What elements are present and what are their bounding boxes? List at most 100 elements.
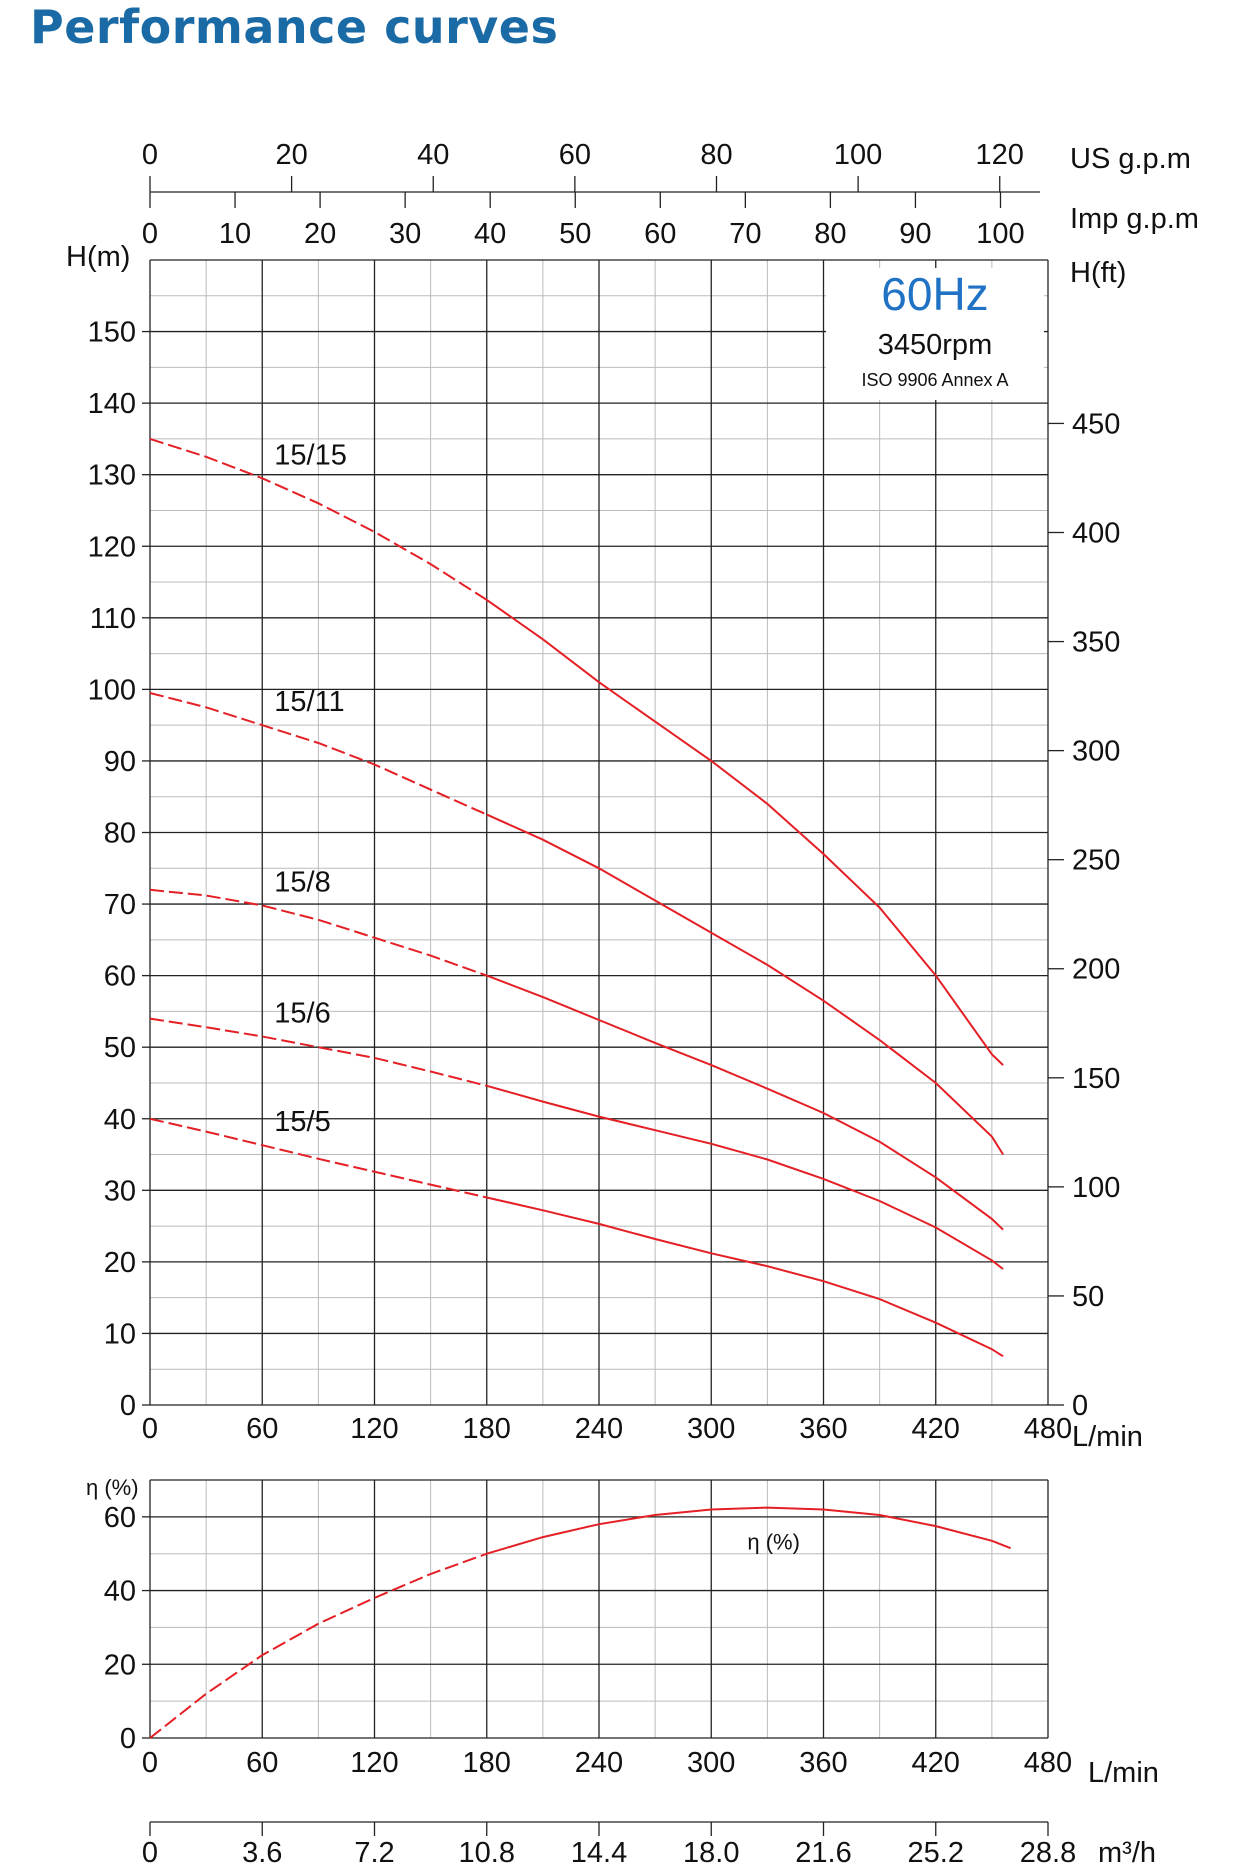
y-tick-label: 120 [88, 531, 136, 563]
y-tick-label: 60 [104, 1502, 136, 1534]
y-tick-label: 40 [104, 1104, 136, 1136]
y-right-tick-label: 150 [1072, 1063, 1120, 1095]
info-box [826, 268, 1044, 400]
x-tick-label: 240 [575, 1413, 623, 1445]
y-tick-label: 150 [88, 317, 136, 349]
m3h-tick-label: 18.0 [683, 1837, 739, 1869]
usgpm-tick-label: 0 [142, 139, 158, 171]
impgpm-tick-label: 30 [389, 218, 421, 250]
x-tick-label: 360 [799, 1747, 847, 1779]
series-label: 15/11 [274, 686, 344, 718]
impgpm-axis-label: Imp g.p.m [1070, 203, 1199, 235]
series-15-6-line [486, 1084, 1004, 1270]
y-tick-label: 30 [104, 1175, 136, 1207]
y-axis-label-right: H(ft) [1070, 257, 1126, 289]
series-label: 15/8 [274, 866, 330, 898]
x-tick-label: 300 [687, 1413, 735, 1445]
x-tick-label: 180 [463, 1747, 511, 1779]
series-label: 15/6 [274, 997, 330, 1029]
usgpm-tick-label: 100 [834, 139, 882, 171]
x-tick-label: 240 [575, 1747, 623, 1779]
series-15-6-dashed [149, 1017, 488, 1087]
x-tick-label: 480 [1024, 1747, 1072, 1779]
y-right-tick-label: 350 [1072, 627, 1120, 659]
m3h-axis-label: m³/h [1098, 1837, 1156, 1869]
y-tick-label: 140 [88, 388, 136, 420]
x-tick-label: 180 [463, 1413, 511, 1445]
y-tick-label: 20 [104, 1247, 136, 1279]
x-tick-label: 0 [142, 1413, 158, 1445]
usgpm-tick-label: 40 [417, 139, 449, 171]
m3h-tick-label: 3.6 [242, 1837, 282, 1869]
y-tick-label: 110 [90, 603, 136, 635]
y-tick-label: 0 [120, 1723, 136, 1755]
y-right-tick-label: 400 [1072, 517, 1120, 549]
y-right-tick-label: 0 [1072, 1390, 1088, 1422]
y-tick-label: 0 [120, 1390, 136, 1422]
x-tick-label: 420 [912, 1413, 960, 1445]
series-label: 15/5 [274, 1106, 330, 1138]
y-tick-label: 130 [88, 460, 136, 492]
m3h-tick-label: 21.6 [795, 1837, 851, 1869]
x-tick-label: 120 [350, 1413, 398, 1445]
impgpm-tick-label: 50 [559, 218, 591, 250]
series-15-5-dashed [149, 1117, 488, 1199]
m3h-tick-label: 7.2 [354, 1837, 394, 1869]
series-15-11-dashed [149, 692, 488, 816]
x-axis-unit-label: L/min [1072, 1421, 1143, 1453]
series-15-8-dashed [149, 888, 488, 977]
impgpm-tick-label: 0 [142, 218, 158, 250]
impgpm-tick-label: 20 [304, 218, 336, 250]
m3h-tick-label: 10.8 [459, 1837, 515, 1869]
efficiency-axis-label: η (%) [86, 1475, 139, 1500]
impgpm-tick-label: 100 [976, 218, 1024, 250]
x-tick-label: 300 [687, 1747, 735, 1779]
series-15-15-dashed [149, 437, 488, 601]
x-tick-label: 0 [142, 1747, 158, 1779]
series-15-11-line [486, 813, 1004, 1156]
y-right-tick-label: 250 [1072, 845, 1120, 877]
top-flow-axes: 0 20 40 60 80 100 120 US g.p.m 0 10 20 30 40 50 60 70 80… [142, 139, 1199, 250]
series-15-8-line [486, 974, 1004, 1231]
y-tick-label: 100 [88, 674, 136, 706]
x-tick-label: 360 [799, 1413, 847, 1445]
y-tick-label: 20 [104, 1649, 136, 1681]
efficiency-curve-label: η (%) [747, 1530, 800, 1555]
impgpm-tick-label: 40 [474, 218, 506, 250]
impgpm-tick-label: 70 [729, 218, 761, 250]
y-tick-label: 50 [104, 1032, 136, 1064]
m3h-axis: 0 3.6 7.2 10.8 14.4 18.0 21.6 25.2 28.8 m³/h [142, 1821, 1156, 1869]
y-tick-label: 10 [104, 1318, 136, 1350]
standard-label: ISO 9906 Annex A [861, 370, 1008, 390]
usgpm-tick-label: 20 [275, 139, 307, 171]
x-tick-label: 60 [246, 1747, 278, 1779]
y-tick-label: 60 [104, 961, 136, 993]
head-plot: 60Hz 3450rpm ISO 9906 Annex A 0 10 20 30 40 50 60… [66, 241, 1143, 1453]
m3h-tick-label: 28.8 [1020, 1837, 1076, 1869]
y-right-tick-label: 100 [1072, 1172, 1120, 1204]
y-axis-label-left: H(m) [66, 241, 130, 273]
y-tick-label: 70 [104, 889, 136, 921]
y-right-tick-label: 200 [1072, 954, 1120, 986]
x-axis-unit-label: L/min [1088, 1757, 1159, 1789]
impgpm-tick-label: 90 [899, 218, 931, 250]
series-label: 15/15 [274, 439, 347, 471]
series-15-5-line [486, 1196, 1004, 1358]
m3h-tick-label: 14.4 [571, 1837, 627, 1869]
y-right-tick-label: 450 [1072, 408, 1120, 440]
usgpm-tick-label: 80 [700, 139, 732, 171]
head-curves: 15/15 15/11 15/8 15/6 15/5 [149, 437, 1004, 1358]
frequency-label: 60Hz [881, 268, 988, 320]
x-tick-label: 60 [246, 1413, 278, 1445]
y-tick-label: 90 [104, 746, 136, 778]
impgpm-tick-label: 60 [644, 218, 676, 250]
x-tick-label: 420 [912, 1747, 960, 1779]
page-title: Performance curves [30, 0, 559, 54]
m3h-tick-label: 25.2 [908, 1837, 964, 1869]
usgpm-axis-label: US g.p.m [1070, 143, 1191, 175]
usgpm-tick-label: 60 [559, 139, 591, 171]
usgpm-tick-label: 120 [976, 139, 1024, 171]
efficiency-curve-line [486, 1506, 1011, 1555]
rpm-label: 3450rpm [878, 329, 992, 361]
